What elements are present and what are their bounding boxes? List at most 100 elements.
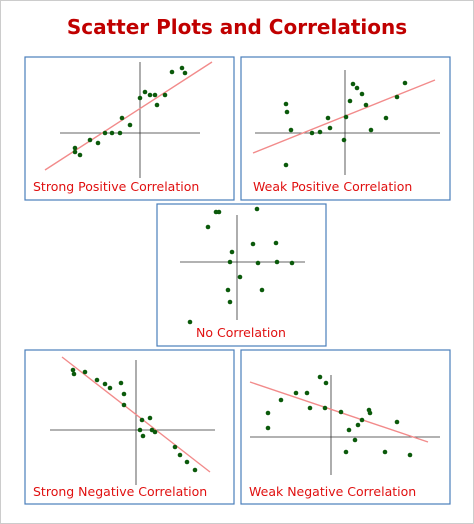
point	[227, 259, 233, 265]
point	[254, 206, 260, 212]
point	[119, 115, 125, 121]
point	[94, 377, 100, 383]
points	[72, 65, 188, 158]
point	[407, 452, 413, 458]
point	[265, 410, 271, 416]
point	[359, 91, 365, 97]
panel: Strong Negative Correlation	[24, 349, 235, 505]
point	[259, 287, 265, 293]
point	[354, 85, 360, 91]
point	[278, 397, 284, 403]
panel-frame	[240, 349, 451, 505]
point	[367, 410, 373, 416]
point	[205, 224, 211, 230]
point	[359, 417, 365, 423]
point	[147, 92, 153, 98]
point	[289, 260, 295, 266]
trend-line	[61, 356, 211, 473]
point	[77, 152, 83, 158]
point	[107, 385, 113, 391]
point	[142, 89, 148, 95]
point	[350, 81, 356, 87]
point	[121, 391, 127, 397]
points	[283, 80, 408, 168]
point	[343, 114, 349, 120]
points	[70, 367, 198, 473]
panel-frame	[240, 56, 451, 201]
point	[117, 130, 123, 136]
panel-label: No Correlation	[196, 325, 286, 340]
point	[346, 427, 352, 433]
point	[382, 449, 388, 455]
point	[177, 452, 183, 458]
point	[184, 459, 190, 465]
point	[288, 127, 294, 133]
point	[250, 241, 256, 247]
panel-label: Weak Positive Correlation	[253, 179, 412, 194]
point	[284, 109, 290, 115]
point	[402, 80, 408, 86]
point	[187, 319, 193, 325]
point	[179, 65, 185, 71]
point	[317, 129, 323, 135]
point	[265, 425, 271, 431]
point	[325, 115, 331, 121]
point	[352, 437, 358, 443]
point	[355, 422, 361, 428]
point	[225, 287, 231, 293]
point	[152, 429, 158, 435]
point	[343, 449, 349, 455]
point	[216, 209, 222, 215]
points	[265, 374, 413, 458]
point	[394, 419, 400, 425]
point	[154, 102, 160, 108]
point	[368, 127, 374, 133]
point	[72, 145, 78, 151]
point	[182, 70, 188, 76]
point	[322, 405, 328, 411]
point	[227, 299, 233, 305]
point	[394, 94, 400, 100]
point	[137, 95, 143, 101]
point	[383, 115, 389, 121]
point	[323, 380, 329, 386]
panel: Strong Positive Correlation	[24, 56, 235, 201]
point	[309, 130, 315, 136]
panel-label: Strong Negative Correlation	[33, 484, 207, 499]
panel: No Correlation	[156, 203, 327, 347]
point	[147, 415, 153, 421]
panel-frame	[24, 56, 235, 201]
panel-label: Weak Negative Correlation	[249, 484, 416, 499]
point	[283, 101, 289, 107]
point	[140, 433, 146, 439]
panel-frame	[24, 349, 235, 505]
point	[172, 444, 178, 450]
point	[229, 249, 235, 255]
point	[192, 467, 198, 473]
point	[102, 381, 108, 387]
panel-frame	[156, 203, 327, 347]
point	[307, 405, 313, 411]
point	[347, 98, 353, 104]
points	[187, 206, 295, 325]
point	[137, 427, 143, 433]
point	[162, 92, 168, 98]
point	[293, 390, 299, 396]
point	[71, 371, 77, 377]
panel-label: Strong Positive Correlation	[33, 179, 199, 194]
panel: Weak Positive Correlation	[240, 56, 451, 201]
point	[70, 367, 76, 373]
point	[237, 274, 243, 280]
point	[102, 130, 108, 136]
point	[341, 137, 347, 143]
point	[274, 259, 280, 265]
point	[363, 102, 369, 108]
point	[127, 122, 133, 128]
point	[317, 374, 323, 380]
point	[95, 140, 101, 146]
point	[87, 137, 93, 143]
point	[273, 240, 279, 246]
point	[72, 149, 78, 155]
panel: Weak Negative Correlation	[240, 349, 451, 505]
